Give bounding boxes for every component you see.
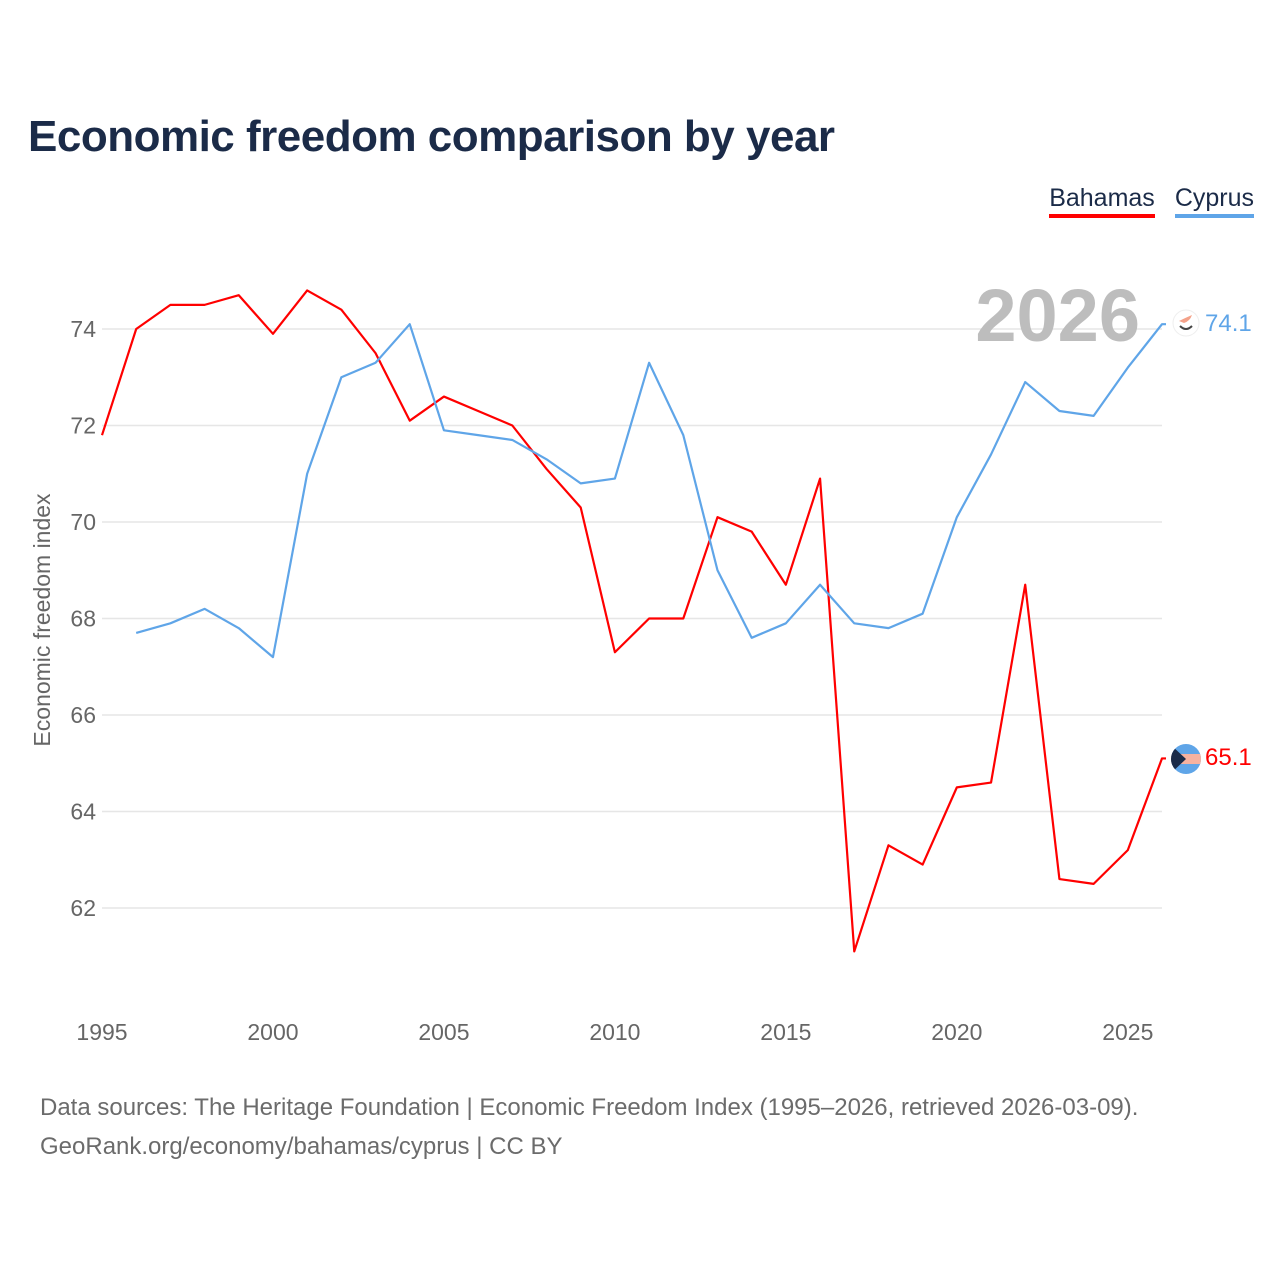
y-tick-label: 72 [70, 413, 96, 439]
legend: Bahamas Cyprus [1049, 184, 1254, 218]
source-line-2[interactable]: GeoRank.org/economy/bahamas/cyprus | CC … [40, 1133, 563, 1160]
source-note: Data sources: The Heritage Foundation | … [40, 1088, 1138, 1166]
x-tick-label: 1995 [76, 1019, 127, 1045]
legend-item-bahamas[interactable]: Bahamas [1049, 184, 1155, 218]
chart-title: Economic freedom comparison by year [28, 112, 835, 161]
y-tick-label: 64 [70, 799, 96, 825]
y-tick-label: 68 [70, 606, 96, 632]
y-tick-label: 66 [70, 702, 96, 728]
x-tick-label: 2005 [418, 1019, 469, 1045]
x-tick-label: 2020 [931, 1019, 982, 1045]
cyprus-end-label: 74.1 [1205, 310, 1252, 337]
x-tick-label: 2015 [760, 1019, 811, 1045]
cyprus-flag-icon [1172, 309, 1200, 337]
y-tick-label: 74 [70, 316, 96, 342]
legend-item-cyprus[interactable]: Cyprus [1174, 184, 1254, 218]
bahamas-end-label: 65.1 [1205, 744, 1252, 771]
series-line-bahamas [100, 289, 1166, 953]
x-tick-label: 2010 [589, 1019, 640, 1045]
bahamas-flag-icon [1171, 744, 1201, 774]
y-tick-label: 70 [70, 509, 96, 535]
x-tick-label: 2025 [1102, 1019, 1153, 1045]
y-tick-label: 62 [70, 895, 96, 921]
source-line-1: Data sources: The Heritage Foundation | … [40, 1094, 1139, 1121]
series-line-cyprus [135, 323, 1166, 659]
y-axis-label: Economic freedom index [29, 493, 55, 747]
year-watermark: 2026 [975, 274, 1140, 357]
x-tick-label: 2000 [247, 1019, 298, 1045]
